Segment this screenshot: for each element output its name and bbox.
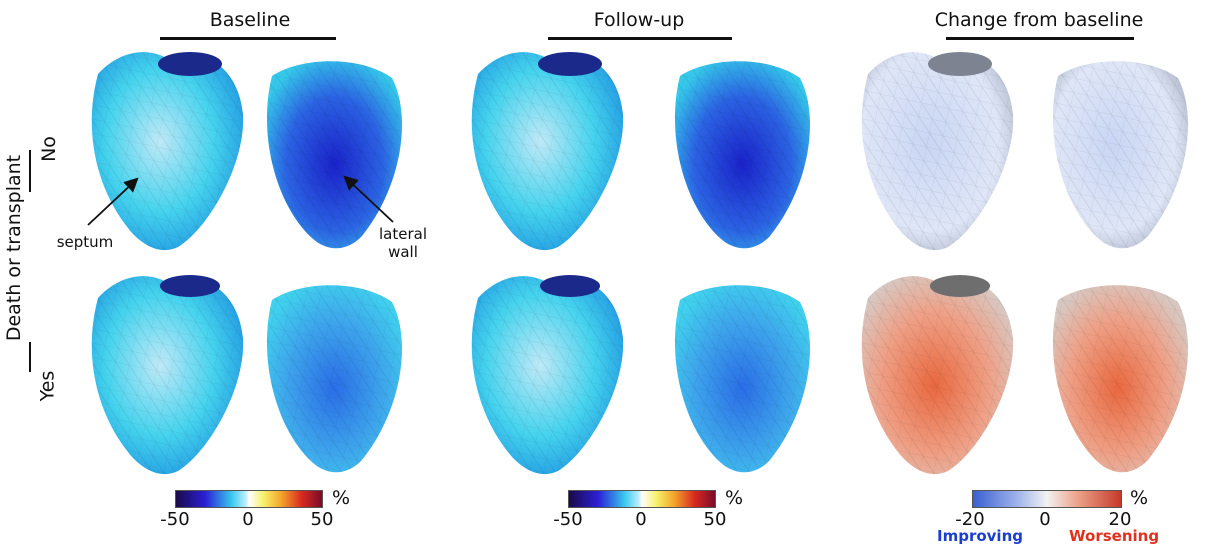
colorbar-change-unit: % [1130, 487, 1149, 509]
legend-worsening: Worsening [1069, 527, 1160, 545]
colorbar-baseline-max: 50 [310, 509, 334, 530]
group-rule-top [29, 150, 31, 192]
legend-improving: Improving [937, 527, 1023, 545]
heart-followup-no-anterior [471, 52, 624, 251]
column-title-baseline: Baseline [209, 9, 291, 31]
heart-followup-no-lateral [674, 61, 810, 249]
annotation-lateral-wall-line2: wall [388, 243, 418, 261]
heart-change-no-lateral [1052, 61, 1188, 249]
colorbar-followup [568, 490, 716, 508]
colorbar-change-mid: 0 [1039, 509, 1051, 530]
septum-arrow [87, 177, 139, 226]
heart-baseline-yes-anterior [91, 275, 244, 475]
heart-baseline-yes-lateral [266, 285, 402, 473]
colorbar-followup-mid: 0 [635, 509, 647, 530]
heart-baseline-no-lateral [266, 61, 402, 249]
colorbar-baseline-mid: 0 [242, 509, 254, 530]
colorbar-change-max: 20 [1108, 509, 1132, 530]
colorbar-followup-unit: % [725, 487, 744, 509]
column-rule-followup [548, 37, 732, 40]
column-title-change: Change from baseline [934, 9, 1144, 31]
annotation-septum: septum [56, 233, 114, 251]
lateral-wall-arrow [343, 175, 394, 223]
heart-change-no-anterior [861, 52, 1014, 251]
heart-baseline-no-anterior [91, 52, 244, 251]
colorbar-baseline-min: -50 [160, 509, 190, 530]
column-rule-change [946, 37, 1134, 40]
colorbar-change-min: -20 [955, 509, 985, 530]
column-rule-baseline [160, 37, 336, 40]
colorbar-baseline [175, 490, 323, 508]
heart-change-yes-anterior [861, 275, 1014, 475]
heart-followup-yes-lateral [674, 285, 810, 473]
column-title-followup: Follow-up [593, 9, 685, 31]
heart-change-yes-lateral [1052, 285, 1188, 473]
annotation-lateral-wall-line1: lateral [379, 225, 427, 243]
group-rule-bottom [29, 342, 31, 372]
colorbar-change [972, 490, 1122, 508]
colorbar-followup-min: -50 [553, 509, 583, 530]
colorbar-followup-max: 50 [703, 509, 727, 530]
heart-followup-yes-anterior [471, 275, 624, 475]
colorbar-baseline-unit: % [332, 487, 351, 509]
